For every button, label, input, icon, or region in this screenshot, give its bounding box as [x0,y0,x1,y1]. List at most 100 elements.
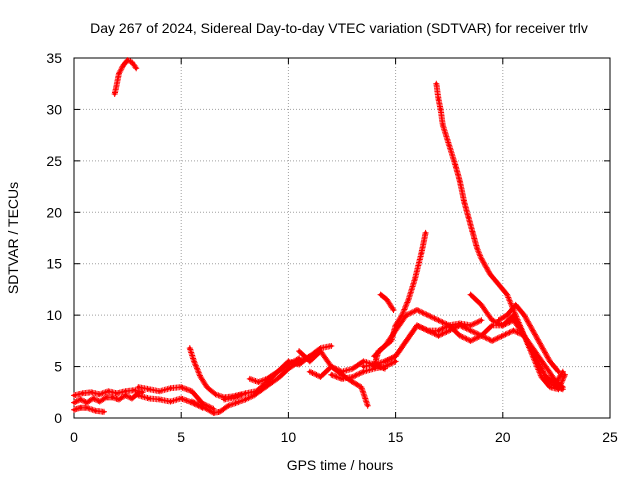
data-point [436,334,441,338]
y-tick-label: 0 [54,410,62,426]
data-point [522,334,526,338]
data-point [111,395,115,399]
y-tick-label: 35 [46,50,62,66]
data-point [329,344,333,348]
data-point [147,387,151,391]
data-point [136,385,140,389]
data-point [531,329,535,333]
data-point [556,370,561,374]
y-axis-label: SDTVAR / TECUs [5,182,21,294]
data-point [243,391,248,395]
data-point [383,359,387,363]
series-21 [495,301,562,375]
data-point [511,318,516,322]
data-point [544,375,548,379]
series-19 [433,80,568,393]
data-point [188,346,192,350]
data-point [505,293,509,297]
data-point [351,367,355,371]
data-point [561,370,565,374]
data-point [134,66,138,70]
data-point [436,97,441,101]
series-3 [71,404,107,415]
data-point [389,339,393,343]
data-point [406,298,411,302]
data-point [235,401,239,405]
data-point [123,393,128,397]
data-point [413,277,417,281]
data-point [469,323,473,327]
data-point [136,393,140,397]
data-point [548,359,552,363]
data-point [85,406,89,410]
data-point [548,385,552,389]
y-tick-label: 25 [46,153,62,169]
data-point [372,365,376,369]
data-point [222,397,226,402]
y-tick-label: 20 [46,204,62,220]
data-point [475,246,479,250]
data-point [447,143,451,147]
data-point [104,395,108,399]
data-point [319,375,323,379]
data-point [115,391,119,395]
data-point [539,344,544,348]
data-point [479,303,483,307]
data-point [89,390,93,394]
data-point [458,179,462,183]
data-point [533,354,537,358]
data-point [85,401,89,405]
data-point [447,329,451,333]
data-point [424,231,428,235]
data-point [168,399,173,404]
data-point [78,397,82,402]
data-point [233,395,237,399]
x-axis-label: GPS time / hours [287,457,394,473]
series-2 [71,387,146,399]
data-point [361,359,365,363]
data-point [522,313,526,317]
data-point [198,375,203,379]
data-point [496,282,501,286]
data-point [454,164,458,168]
data-point [511,329,516,333]
data-point [514,303,518,307]
data-point [211,411,215,415]
series-4 [111,57,140,97]
data-point [297,349,301,353]
data-point [458,321,462,325]
series-15 [381,317,485,365]
data-point [469,339,473,343]
data-point [505,313,509,317]
series-trace [111,57,140,97]
data-point [147,396,151,401]
data-point [469,293,473,297]
data-point [359,385,363,389]
data-point [447,323,451,327]
data-point [391,308,396,312]
data-point [394,359,398,363]
x-tick-label: 25 [602,429,618,445]
data-point [436,318,441,322]
data-point [554,380,559,384]
data-point [190,399,194,404]
data-point [126,58,130,62]
data-point [434,82,438,86]
data-point [394,323,398,327]
data-point [98,399,102,404]
data-point [419,251,423,255]
data-point [404,313,408,317]
data-point [351,375,355,379]
data-point [117,397,121,402]
data-point [404,339,408,343]
data-point [158,389,162,393]
data-point [201,405,205,409]
series-1 [71,390,142,406]
data-point [361,365,365,369]
data-point [539,375,544,379]
data-point [123,389,128,393]
data-point [106,389,110,393]
series-17 [371,229,429,370]
data-point [469,329,473,333]
